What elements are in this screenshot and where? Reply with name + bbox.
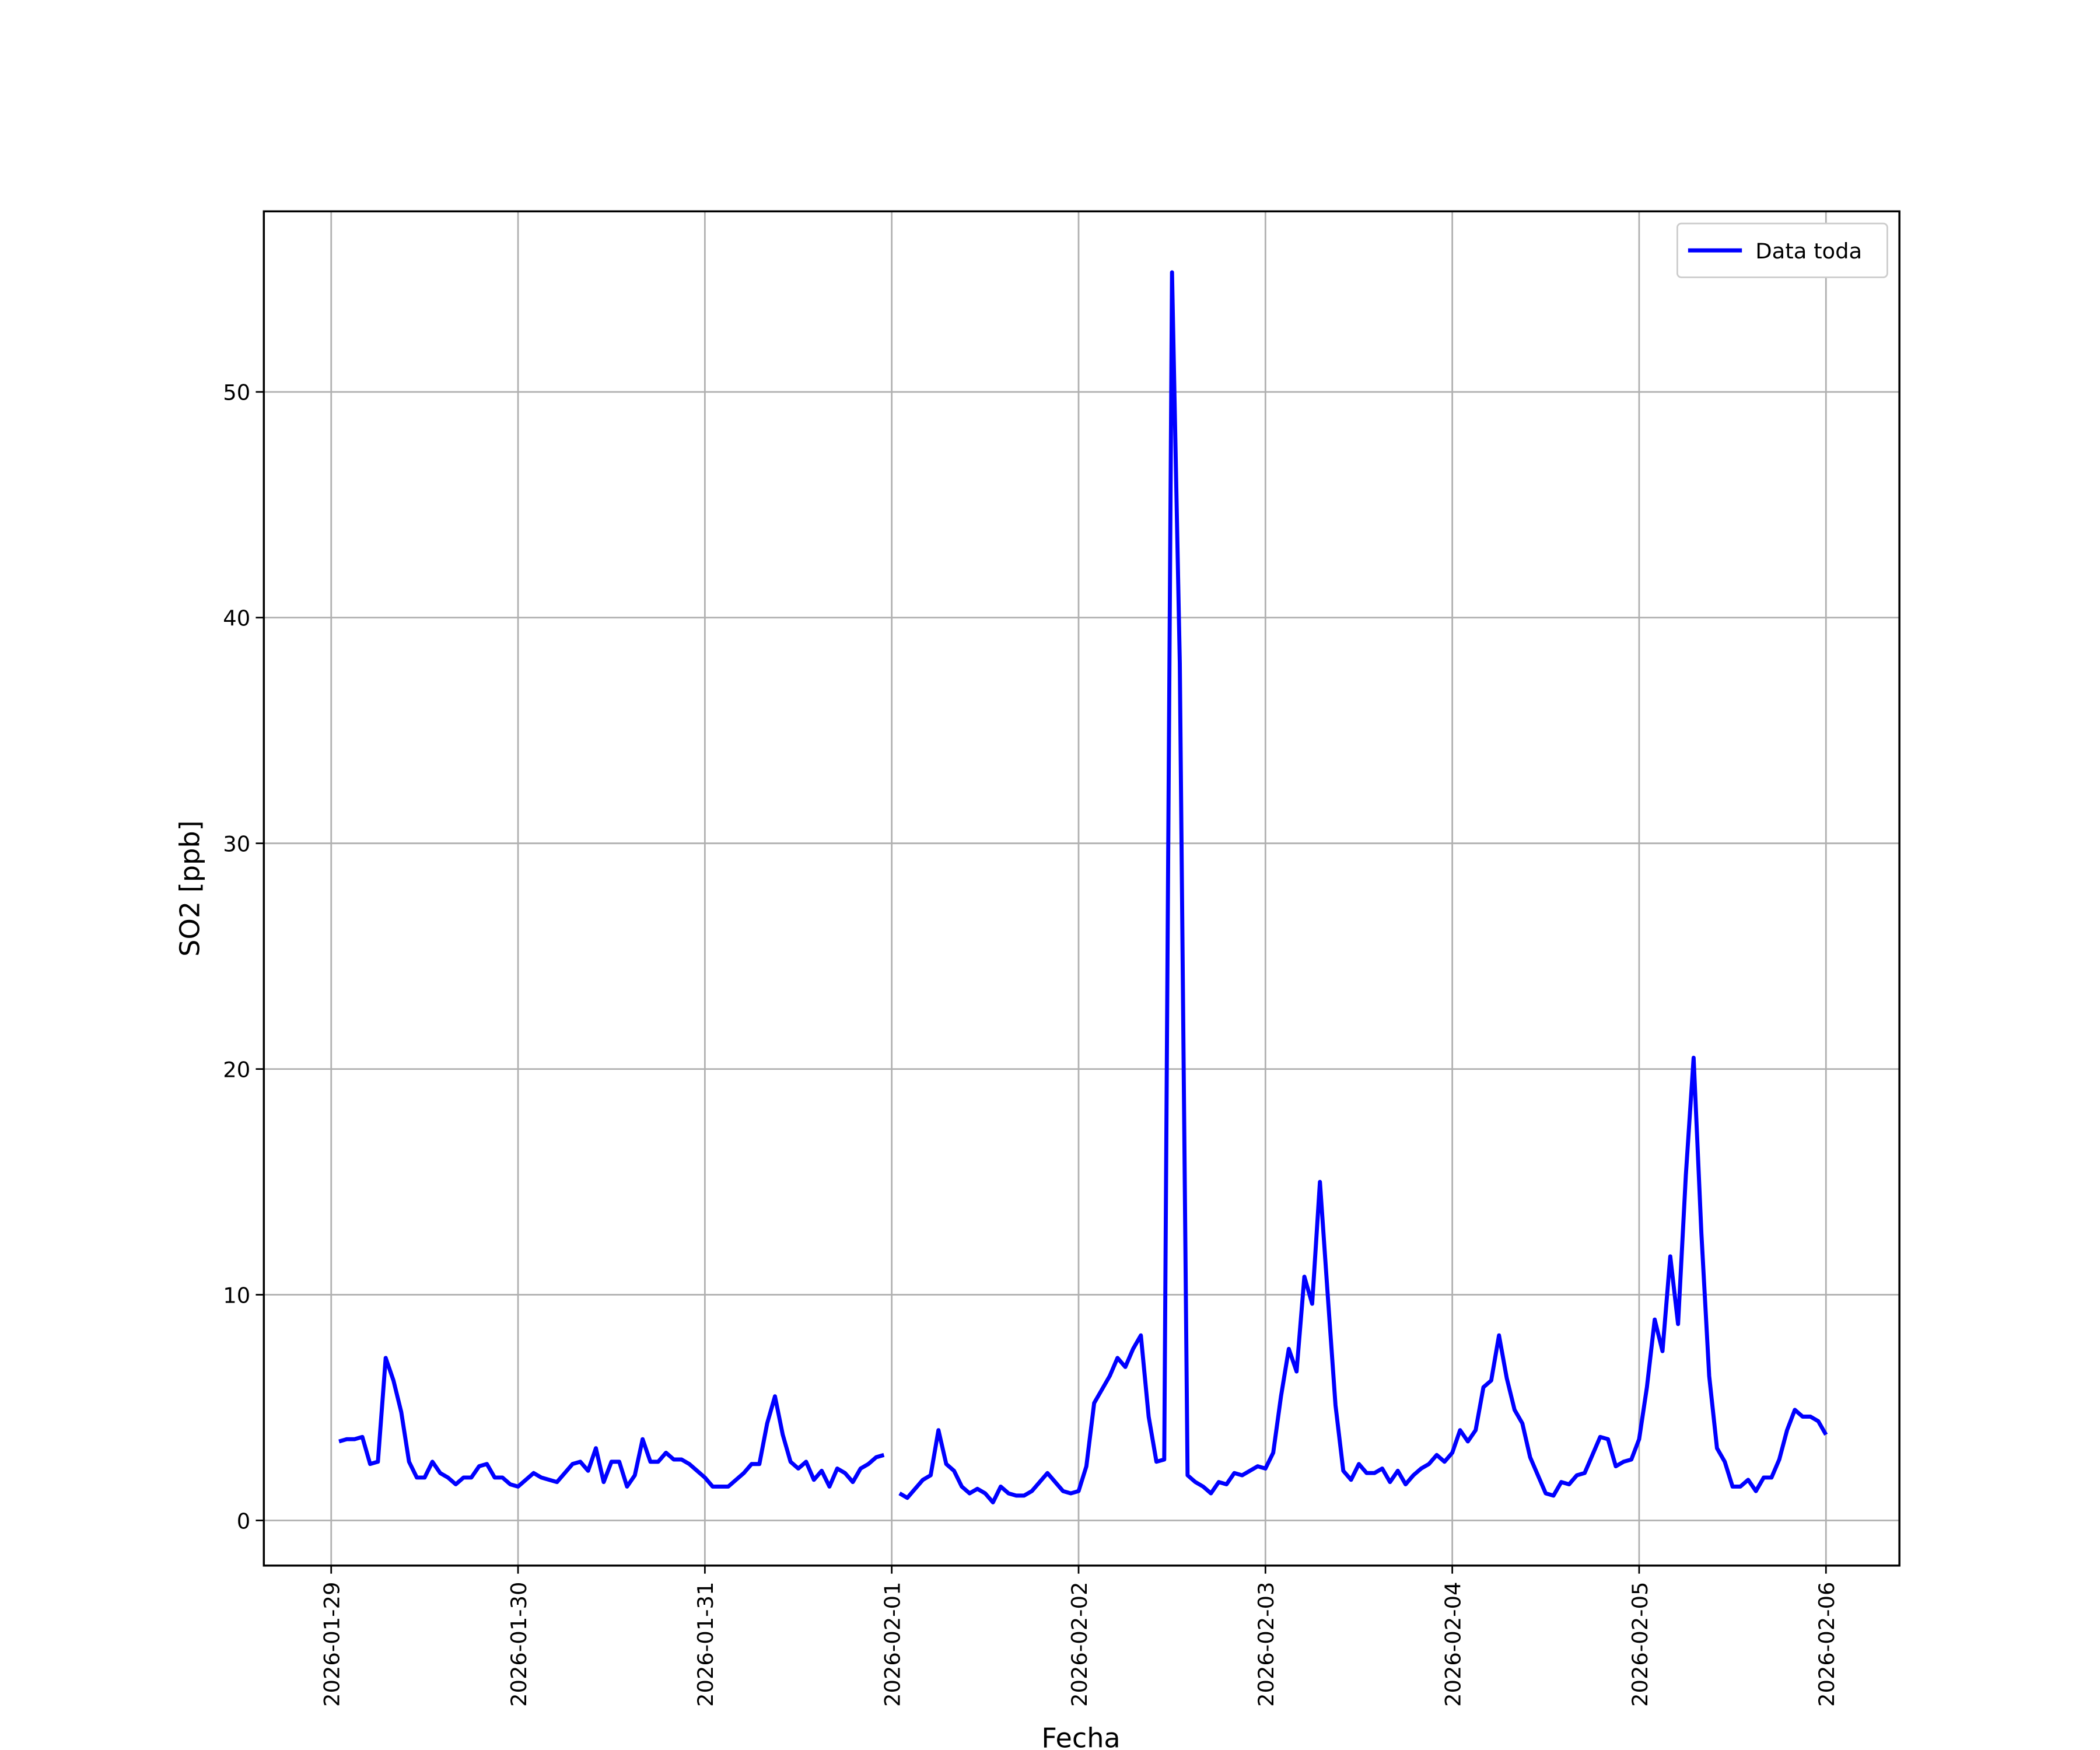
y-tick-label: 0 [237, 1508, 250, 1534]
x-tick-label: 2026-02-01 [880, 1582, 905, 1707]
x-tick-label: 2026-02-02 [1067, 1582, 1092, 1707]
data-line [338, 270, 1828, 1504]
x-tick-label: 2026-01-31 [693, 1582, 718, 1707]
y-axis-label: SO2 [ppb] [174, 820, 206, 957]
y-tick-label: 50 [223, 380, 250, 405]
y-tick-label: 10 [223, 1283, 250, 1308]
x-tick-label: 2026-02-06 [1814, 1582, 1839, 1707]
x-tick-label: 2026-01-29 [320, 1582, 345, 1707]
plot-frame [262, 210, 1901, 1567]
x-tick-label: 2026-02-03 [1254, 1582, 1279, 1707]
y-tick-label: 40 [223, 606, 250, 631]
x-tick-label: 2026-02-05 [1628, 1582, 1653, 1707]
legend-label: Data toda [1755, 239, 1862, 264]
x-tick-label: 2026-02-04 [1440, 1582, 1465, 1707]
legend-box [1676, 222, 1888, 278]
y-tick-label: 30 [223, 832, 250, 857]
x-tick-label: 2026-01-30 [506, 1582, 531, 1707]
legend: Data toda [1676, 222, 1888, 278]
x-axis-label: Fecha [1041, 1722, 1120, 1750]
y-tick-label: 20 [223, 1057, 250, 1082]
